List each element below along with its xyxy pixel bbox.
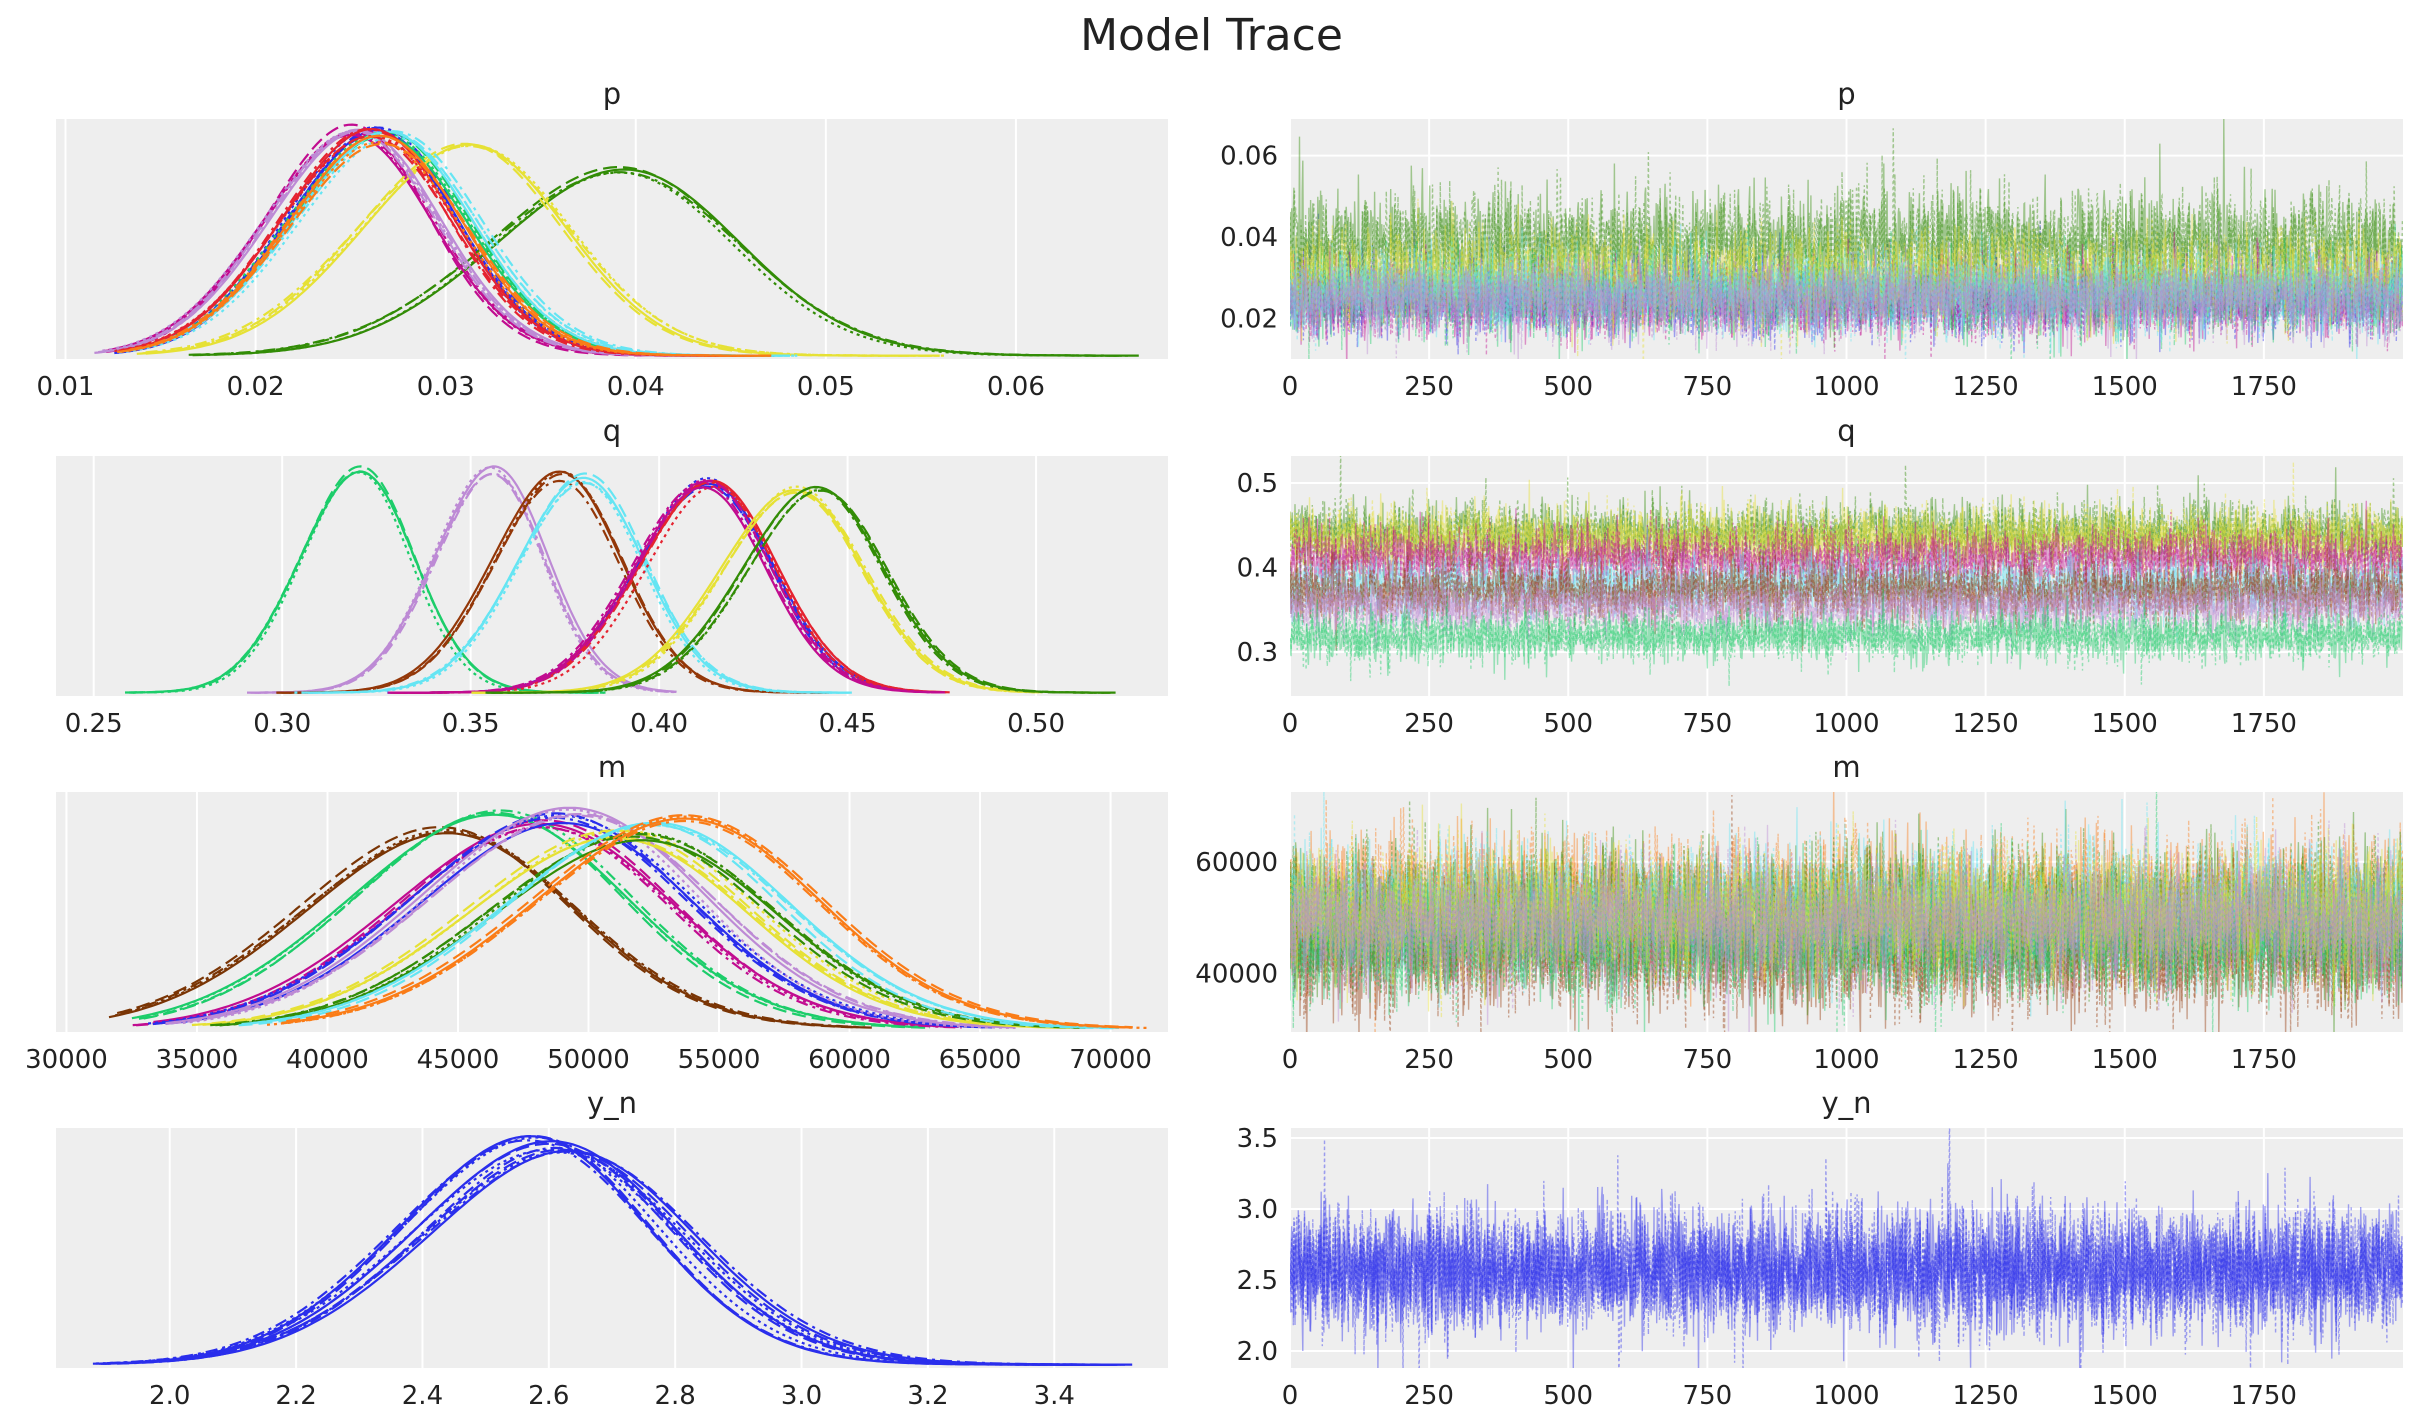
yn-trace-xtick-label: 250: [1404, 1381, 1454, 1411]
m-density-xtick-label: 45000: [417, 1045, 500, 1075]
m-trace-xtick-label: 250: [1404, 1045, 1454, 1075]
m-density-xtick-label: 70000: [1069, 1045, 1152, 1075]
q-trace-xtick-label: 1250: [1953, 709, 2019, 739]
m-density-xtick-label: 35000: [156, 1045, 239, 1075]
yn-trace-ytick-label: 2.0: [1237, 1337, 1278, 1367]
m-density-xtick-label: 65000: [939, 1045, 1022, 1075]
p-density-panel: 0.01 0.02 0.03 0.04 0.05 0.06 p: [37, 77, 1168, 402]
m-trace-xtick-label: 0: [1282, 1045, 1299, 1075]
q-density-panel: 0.25 0.30 0.35 0.40 0.45 0.50 q: [56, 414, 1168, 739]
q-trace-ytick-label: 0.3: [1237, 638, 1278, 668]
m-density-xtick-label: 40000: [286, 1045, 369, 1075]
yn-density-xtick-label: 2.0: [149, 1381, 190, 1411]
m-density-xtick-label: 30000: [25, 1045, 108, 1075]
m-trace-xtick-label: 500: [1543, 1045, 1593, 1075]
m-density-title: m: [598, 750, 626, 784]
p-trace-xtick-label: 500: [1543, 372, 1593, 402]
p-trace-xtick-label: 250: [1404, 372, 1454, 402]
yn-trace-xtick-label: 1250: [1953, 1381, 2019, 1411]
m-density-panel: 30000 35000 40000 45000 50000 55000 60000 65000…: [25, 750, 1168, 1075]
m-trace-ytick-label: 40000: [1195, 959, 1278, 989]
yn-trace-xtick-label: 1750: [2231, 1381, 2297, 1411]
q-density-xtick-label: 0.25: [65, 709, 123, 739]
yn-trace-ytick-label: 3.5: [1237, 1124, 1278, 1154]
q-trace-xtick-label: 0: [1282, 709, 1299, 739]
q-trace-xtick-label: 1750: [2231, 709, 2297, 739]
q-trace-xtick-label: 250: [1404, 709, 1454, 739]
m-trace-xtick-label: 1750: [2231, 1045, 2297, 1075]
yn-trace-title: y_n: [1821, 1086, 1871, 1120]
q-density-xtick-label: 0.45: [819, 709, 877, 739]
p-density-xtick-label: 0.06: [987, 372, 1045, 402]
p-density-xtick-label: 0.02: [227, 372, 285, 402]
q-trace-title: q: [1837, 414, 1855, 448]
q-density-xtick-label: 0.50: [1007, 709, 1065, 739]
m-density-xtick-label: 55000: [678, 1045, 761, 1075]
p-trace-ytick-label: 0.04: [1220, 223, 1278, 253]
p-trace-panel: 0 250 500 750 1000 1250 1500 1750 0.02 0.04 0.06 p: [1220, 77, 2403, 402]
p-trace-title: p: [1837, 77, 1855, 111]
p-density-xtick-label: 0.04: [607, 372, 665, 402]
q-trace-ytick-label: 0.5: [1237, 469, 1278, 499]
p-density-xtick-label: 0.05: [797, 372, 855, 402]
m-trace-ytick-label: 60000: [1195, 848, 1278, 878]
m-density-background: [56, 792, 1168, 1032]
yn-trace-xtick-label: 1500: [2092, 1381, 2158, 1411]
m-trace-xtick-label: 1250: [1953, 1045, 2019, 1075]
q-density-xtick-label: 0.40: [630, 709, 688, 739]
yn-trace-xtick-label: 1000: [1813, 1381, 1879, 1411]
m-trace-panel: 0 250 500 750 1000 1250 1500 1750 40000 60000 m: [1195, 750, 2403, 1075]
yn-trace-panel: 0 250 500 750 1000 1250 1500 1750 2.0 2.5 3.0 3.5 y_…: [1237, 1086, 2403, 1422]
yn-trace-ytick-label: 3.0: [1237, 1195, 1278, 1225]
p-trace-xtick-label: 1500: [2092, 372, 2158, 402]
q-trace-xtick-label: 750: [1683, 709, 1733, 739]
q-density-title: q: [603, 414, 621, 448]
q-trace-xtick-label: 500: [1543, 709, 1593, 739]
yn-trace-ytick-label: 2.5: [1237, 1266, 1278, 1296]
p-density-xtick-label: 0.03: [417, 372, 475, 402]
trace-plot-figure: 0.01 0.02 0.03 0.04 0.05 0.06 p 0 250 500 750 1000 1…: [0, 0, 2423, 1423]
yn-density-xtick-label: 2.4: [402, 1381, 443, 1411]
yn-trace-xtick-label: 0: [1282, 1381, 1299, 1411]
p-density-background: [56, 119, 1168, 359]
yn-density-xtick-label: 2.2: [275, 1381, 316, 1411]
yn-trace-xtick-label: 500: [1543, 1381, 1593, 1411]
p-trace-xtick-label: 750: [1683, 372, 1733, 402]
q-trace-ytick-label: 0.4: [1237, 554, 1278, 584]
q-trace-panel: 0 250 500 750 1000 1250 1500 1750 0.3 0.4 0.5 q: [1237, 414, 2403, 739]
p-trace-ytick-label: 0.02: [1220, 304, 1278, 334]
m-density-xtick-label: 60000: [808, 1045, 891, 1075]
m-trace-xtick-label: 1500: [2092, 1045, 2158, 1075]
p-trace-xtick-label: 1250: [1953, 372, 2019, 402]
yn-density-title: y_n: [587, 1086, 637, 1120]
q-density-xtick-label: 0.30: [253, 709, 311, 739]
yn-trace-xtick-label: 750: [1683, 1381, 1733, 1411]
q-trace-xtick-label: 1500: [2092, 709, 2158, 739]
q-trace-xtick-label: 1000: [1813, 709, 1879, 739]
p-density-title: p: [603, 77, 621, 111]
m-trace-xtick-label: 750: [1683, 1045, 1733, 1075]
yn-density-panel: 2.0 2.2 2.4 2.6 2.8 3.0 3.2 3.4 y_n: [56, 1086, 1168, 1411]
p-trace-xtick-label: 1000: [1813, 372, 1879, 402]
yn-density-xtick-label: 3.0: [781, 1381, 822, 1411]
m-density-xtick-label: 50000: [547, 1045, 630, 1075]
yn-density-xtick-label: 3.4: [1034, 1381, 1075, 1411]
m-trace-title: m: [1832, 750, 1860, 784]
yn-density-xtick-label: 2.8: [655, 1381, 696, 1411]
m-trace-xtick-label: 1000: [1813, 1045, 1879, 1075]
yn-density-xtick-label: 3.2: [907, 1381, 948, 1411]
p-density-xtick-label: 0.01: [37, 372, 95, 402]
yn-density-xtick-label: 2.6: [528, 1381, 569, 1411]
p-trace-xtick-label: 1750: [2231, 372, 2297, 402]
q-density-xtick-label: 0.35: [442, 709, 500, 739]
p-trace-xtick-label: 0: [1282, 372, 1299, 402]
p-trace-ytick-label: 0.06: [1220, 142, 1278, 172]
